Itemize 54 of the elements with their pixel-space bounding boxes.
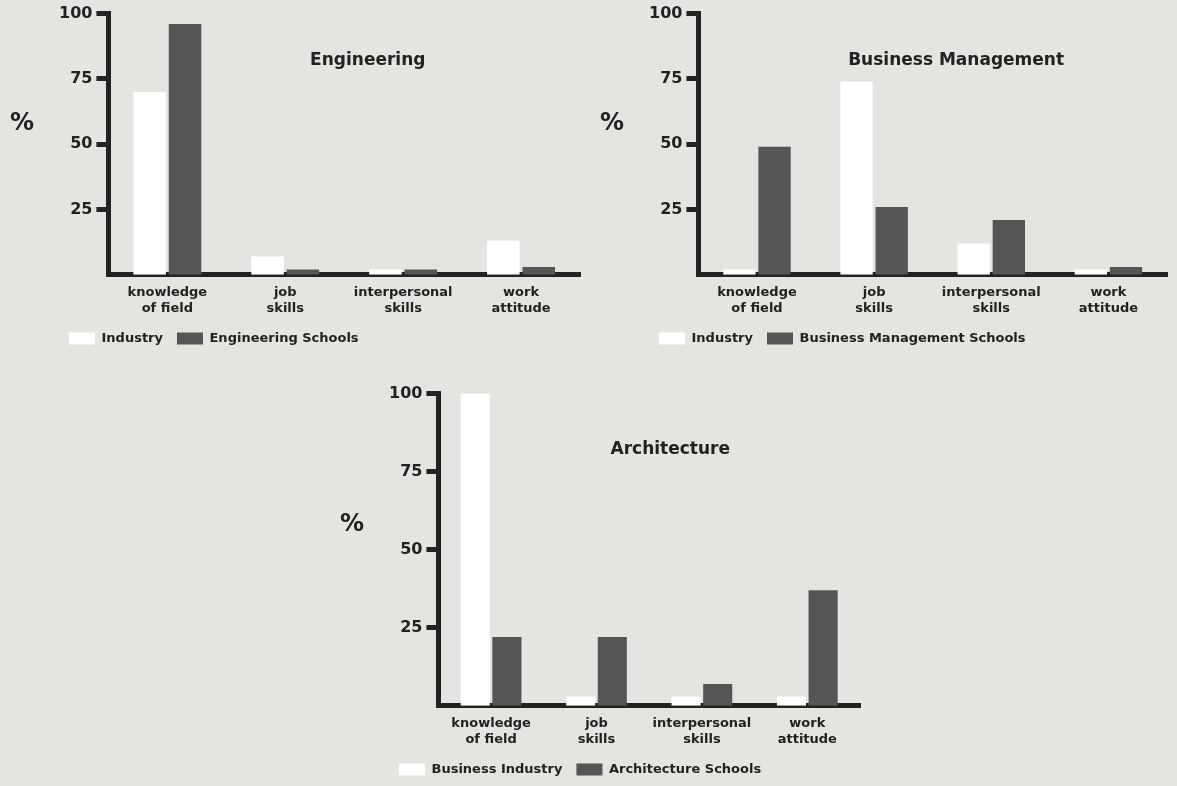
y-axis-title: % bbox=[339, 508, 365, 537]
text: Business Management bbox=[848, 49, 1065, 70]
y-tick-label: 100 bbox=[58, 2, 93, 22]
bar bbox=[566, 696, 596, 706]
x-tick-label: interpersonal skills bbox=[941, 283, 1041, 315]
bar bbox=[875, 206, 908, 275]
bar bbox=[597, 637, 627, 706]
x-tick-label: work attitude bbox=[1078, 283, 1139, 315]
bar bbox=[840, 81, 873, 275]
x-tick-label: job skills bbox=[266, 283, 305, 315]
legend-label: Business Industry bbox=[431, 760, 563, 776]
x-tick-label: interpersonal skills bbox=[353, 283, 453, 315]
bar bbox=[492, 637, 522, 706]
x-tick-label: interpersonal skills bbox=[652, 714, 752, 746]
text: Architecture bbox=[610, 438, 730, 459]
bar bbox=[808, 590, 838, 706]
bar bbox=[703, 683, 733, 706]
bar bbox=[460, 393, 490, 706]
x-tick-label: knowledge of field bbox=[717, 283, 797, 315]
text: Engineering bbox=[310, 49, 426, 70]
bar bbox=[133, 91, 166, 275]
y-tick-label: 50 bbox=[400, 538, 423, 558]
y-tick-label: 100 bbox=[388, 382, 423, 402]
y-tick-label: 25 bbox=[660, 198, 683, 218]
x-tick-label: knowledge of field bbox=[451, 714, 532, 746]
bar bbox=[776, 696, 807, 706]
y-tick-label: 50 bbox=[660, 133, 683, 153]
y-tick-label: 100 bbox=[648, 2, 683, 22]
bar bbox=[992, 219, 1026, 275]
x-tick-label: job skills bbox=[577, 714, 616, 746]
y-axis-title: % bbox=[599, 107, 625, 136]
x-tick-label: job skills bbox=[855, 283, 894, 315]
y-tick-label: 75 bbox=[400, 460, 423, 480]
y-tick-label: 75 bbox=[660, 68, 683, 88]
y-tick-label: 25 bbox=[70, 198, 93, 218]
y-tick-label: 50 bbox=[70, 133, 93, 153]
bar bbox=[168, 24, 202, 275]
y-axis-title: % bbox=[9, 107, 35, 136]
bar bbox=[758, 146, 791, 275]
legend-label: Architecture Schools bbox=[608, 760, 762, 776]
x-tick-label: knowledge of field bbox=[127, 283, 208, 315]
bar bbox=[487, 240, 520, 275]
legend-label: Business Management Schools bbox=[799, 329, 1026, 345]
bar bbox=[522, 266, 556, 275]
legend-label: Industry bbox=[101, 329, 164, 345]
bar bbox=[251, 256, 284, 275]
y-tick-label: 25 bbox=[400, 616, 423, 636]
x-tick-label: work attitude bbox=[777, 714, 838, 746]
bar bbox=[671, 696, 701, 706]
legend-label: Industry bbox=[691, 329, 754, 345]
y-tick-label: 75 bbox=[70, 68, 93, 88]
x-tick-label: work attitude bbox=[491, 283, 551, 315]
legend-label: Engineering Schools bbox=[209, 329, 359, 345]
bar bbox=[957, 243, 990, 275]
